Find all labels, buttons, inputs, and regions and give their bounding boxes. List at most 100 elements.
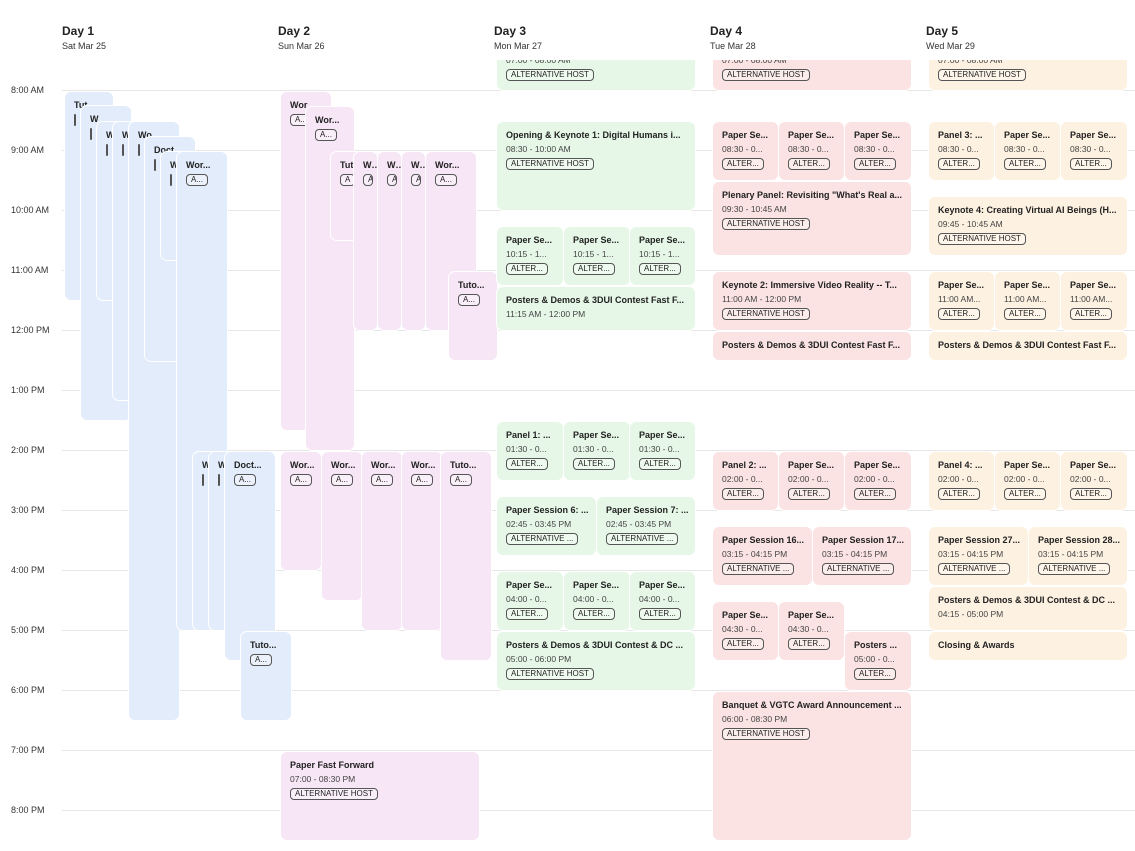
host-badge: ALTER... — [854, 158, 896, 170]
host-badge: A... — [331, 474, 353, 486]
calendar-grid[interactable]: 8:00 AM 9:00 AM 10:00 AM 11:00 AM 12:00 PM 1:… — [0, 60, 1135, 851]
host-badge — [138, 144, 140, 156]
event-d5-0[interactable]: 07:00 - 08:00 AM ALTERNATIVE HOST — [928, 60, 1128, 91]
event-d4-9[interactable]: Paper Se... 02:00 - 0... ALTER... — [844, 451, 912, 511]
event-d4-5[interactable]: Keynote 2: Immersive Video Reality -- T.… — [712, 271, 912, 331]
event-d3-9[interactable]: Paper Session 6: ... 02:45 - 03:45 PM ALTE… — [496, 496, 597, 556]
event-d5-6[interactable]: Paper Se... 11:00 AM... ALTER... — [994, 271, 1061, 331]
event-d4-13[interactable]: Paper Se... 04:30 - 0... ALTER... — [778, 601, 845, 661]
event-d2-4[interactable]: Wo A — [377, 151, 402, 331]
event-d3-5[interactable]: Posters & Demos & 3DUI Contest Fast F...… — [496, 286, 696, 331]
event-d5-3[interactable]: Paper Se... 08:30 - 0... ALTER... — [1060, 121, 1128, 181]
event-d5-8[interactable]: Posters & Demos & 3DUI Contest Fast F... — [928, 331, 1128, 361]
event-time: 10:15 - 1... — [506, 249, 547, 259]
event-d2-3[interactable]: Wo A — [353, 151, 378, 331]
event-d5-15[interactable]: Closing & Awards — [928, 631, 1128, 661]
event-d3-0[interactable]: 07:00 - 08:00 AM ALTERNATIVE HOST — [496, 60, 696, 91]
event-d1-10[interactable]: Doct... A... — [224, 451, 276, 661]
event-d4-1[interactable]: Paper Se... 08:30 - 0... ALTER... — [712, 121, 779, 181]
event-d5-2[interactable]: Paper Se... 08:30 - 0... ALTER... — [994, 121, 1061, 181]
event-d2-7[interactable]: Tuto... A... — [448, 271, 498, 361]
event-d4-0[interactable]: 07:00 - 08:00 AM ALTERNATIVE HOST — [712, 60, 912, 91]
event-d3-2[interactable]: Paper Se... 10:15 - 1... ALTER... — [496, 226, 564, 286]
hour-label: 2:00 PM — [11, 445, 45, 455]
hour-label: 9:00 AM — [11, 145, 45, 155]
host-badge: A... — [411, 474, 433, 486]
host-badge: ALTER... — [1004, 308, 1046, 320]
day-date: Mon Mar 27 — [494, 41, 543, 51]
event-title: Paper Se... — [506, 235, 553, 245]
event-d4-14[interactable]: Posters ... 05:00 - 0... ALTER... — [844, 631, 912, 691]
event-d4-4[interactable]: Plenary Panel: Revisiting "What's Real a… — [712, 181, 912, 256]
event-d3-1[interactable]: Opening & Keynote 1: Digital Humans i...… — [496, 121, 696, 211]
event-d5-10[interactable]: Paper Se... 02:00 - 0... ALTER... — [994, 451, 1061, 511]
host-badge: ALTERNATIVE HOST — [722, 308, 810, 320]
event-d2-8[interactable]: Wor... A... — [280, 451, 322, 571]
event-d3-3[interactable]: Paper Se... 10:15 - 1... ALTER... — [563, 226, 631, 286]
event-d3-7[interactable]: Paper Se... 01:30 - 0... ALTER... — [563, 421, 631, 481]
host-badge — [74, 114, 76, 126]
event-time: 02:00 - 0... — [938, 474, 979, 484]
event-d4-15[interactable]: Banquet & VGTC Award Announcement ... 06:… — [712, 691, 912, 841]
event-d4-3[interactable]: Paper Se... 08:30 - 0... ALTER... — [844, 121, 912, 181]
event-d5-4[interactable]: Keynote 4: Creating Virtual AI Beings (H… — [928, 196, 1128, 256]
event-d3-14[interactable]: Posters & Demos & 3DUI Contest & DC ... 0… — [496, 631, 696, 691]
event-title: Paper Se... — [1004, 280, 1051, 290]
event-d3-4[interactable]: Paper Se... 10:15 - 1... ALTER... — [629, 226, 696, 286]
event-d1-11[interactable]: Tuto... A... — [240, 631, 292, 721]
event-d4-7[interactable]: Panel 2: ... 02:00 - 0... ALTER... — [712, 451, 779, 511]
host-badge: ALTERNATIVE ... — [722, 563, 795, 575]
host-badge — [90, 128, 92, 140]
hour-line — [62, 810, 1135, 811]
event-d2-12[interactable]: Tuto... A... — [440, 451, 492, 661]
event-d5-1[interactable]: Panel 3: ... 08:30 - 0... ALTER... — [928, 121, 995, 181]
day-header-5: Day 5 Wed Mar 29 — [926, 24, 975, 52]
event-title: Wo — [411, 160, 425, 170]
event-d3-11[interactable]: Paper Se... 04:00 - 0... ALTER... — [496, 571, 564, 631]
event-d2-10[interactable]: Wor... A... — [361, 451, 403, 631]
host-badge: ALTER... — [722, 158, 764, 170]
event-title: Paper Session 7: ... — [606, 505, 689, 515]
hour-line — [62, 570, 1135, 571]
event-d5-14[interactable]: Posters & Demos & 3DUI Contest & DC ... 0… — [928, 586, 1128, 631]
event-title: Paper Se... — [788, 610, 835, 620]
event-d3-13[interactable]: Paper Se... 04:00 - 0... ALTER... — [629, 571, 696, 631]
event-d3-6[interactable]: Panel 1: ... 01:30 - 0... ALTER... — [496, 421, 564, 481]
event-title: Paper Se... — [1004, 130, 1051, 140]
host-badge: ALTERNATIVE HOST — [506, 668, 594, 680]
host-badge: ALTER... — [506, 263, 548, 275]
host-badge: ALTER... — [854, 668, 896, 680]
event-d4-2[interactable]: Paper Se... 08:30 - 0... ALTER... — [778, 121, 845, 181]
event-d4-8[interactable]: Paper Se... 02:00 - 0... ALTER... — [778, 451, 845, 511]
event-title: Paper Se... — [788, 130, 835, 140]
event-d3-12[interactable]: Paper Se... 04:00 - 0... ALTER... — [563, 571, 631, 631]
event-title: Paper Se... — [938, 280, 985, 290]
host-badge — [122, 144, 124, 156]
event-time: 04:00 - 0... — [639, 594, 680, 604]
event-d2-11[interactable]: Wor... A... — [401, 451, 443, 631]
event-d5-12[interactable]: Paper Session 27... 03:15 - 04:15 PM ALTER… — [928, 526, 1029, 586]
event-d4-10[interactable]: Paper Session 16... 03:15 - 04:15 PM ALTER… — [712, 526, 813, 586]
event-d5-7[interactable]: Paper Se... 11:00 AM... ALTER... — [1060, 271, 1128, 331]
hour-label: 3:00 PM — [11, 505, 45, 515]
event-time: 04:15 - 05:00 PM — [938, 609, 1004, 619]
event-title: Paper Se... — [573, 235, 620, 245]
event-d5-9[interactable]: Panel 4: ... 02:00 - 0... ALTER... — [928, 451, 995, 511]
host-badge: ALTER... — [722, 638, 764, 650]
event-title: Panel 1: ... — [506, 430, 551, 440]
event-d4-11[interactable]: Paper Session 17... 03:15 - 04:15 PM ALTER… — [812, 526, 912, 586]
event-d3-10[interactable]: Paper Session 7: ... 02:45 - 03:45 PM ALTE… — [596, 496, 696, 556]
event-d4-6[interactable]: Posters & Demos & 3DUI Contest Fast F... — [712, 331, 912, 361]
event-d5-13[interactable]: Paper Session 28... 03:15 - 04:15 PM ALTER… — [1028, 526, 1128, 586]
event-d5-5[interactable]: Paper Se... 11:00 AM... ALTER... — [928, 271, 995, 331]
event-d2-5[interactable]: Wo A — [401, 151, 426, 331]
event-title: Paper Se... — [1070, 130, 1117, 140]
event-time: 02:45 - 03:45 PM — [606, 519, 672, 529]
event-d3-8[interactable]: Paper Se... 01:30 - 0... ALTER... — [629, 421, 696, 481]
host-badge: ALTER... — [639, 263, 681, 275]
event-d2-9[interactable]: Wor... A... — [321, 451, 363, 601]
event-d5-11[interactable]: Paper Se... 02:00 - 0... ALTER... — [1060, 451, 1128, 511]
event-time: 01:30 - 0... — [573, 444, 614, 454]
event-d2-13[interactable]: Paper Fast Forward 07:00 - 08:30 PM ALTERN… — [280, 751, 480, 841]
event-d4-12[interactable]: Paper Se... 04:30 - 0... ALTER... — [712, 601, 779, 661]
